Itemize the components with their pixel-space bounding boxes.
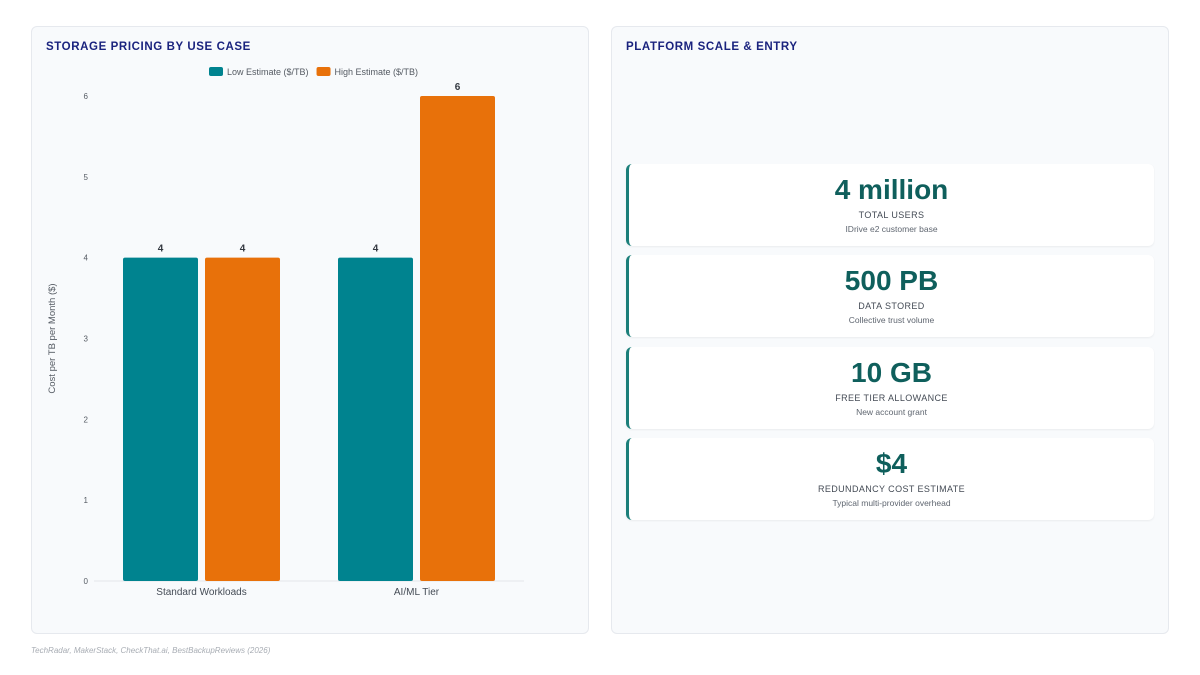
bar-chart: 0 1 2 3 4 5 6 Cost per TB per Month ($) 4 4 Standa… bbox=[47, 67, 524, 598]
stat-value: 10 GB bbox=[851, 357, 932, 388]
stat-subtext: New account grant bbox=[856, 407, 927, 417]
bar-data-label: 6 bbox=[455, 82, 461, 93]
y-tick-label: 2 bbox=[84, 415, 89, 424]
stat-label: DATA STORED bbox=[858, 301, 925, 311]
y-tick-label: 3 bbox=[84, 335, 89, 344]
stat-value: $4 bbox=[875, 448, 908, 479]
y-tick-label: 1 bbox=[84, 496, 89, 505]
bar-data-label: 4 bbox=[240, 244, 246, 255]
bar bbox=[338, 257, 413, 581]
stat-card-free-tier: 10 GB FREE TIER ALLOWANCE New account gr… bbox=[626, 347, 1154, 429]
stats-title: PLATFORM SCALE & ENTRY bbox=[626, 41, 798, 53]
stat-label: REDUNDANCY COST ESTIMATE bbox=[817, 484, 966, 494]
x-tick-label: AI/ML Tier bbox=[394, 587, 440, 598]
legend-swatch bbox=[209, 67, 223, 76]
stat-card-data-stored: 500 PB DATA STORED Collective trust volu… bbox=[626, 255, 1154, 337]
bar bbox=[123, 257, 198, 581]
chart-title: STORAGE PRICING BY USE CASE bbox=[46, 41, 251, 53]
legend-label: High Estimate ($/TB) bbox=[335, 67, 419, 77]
bar-data-label: 4 bbox=[373, 244, 379, 255]
y-tick-label: 6 bbox=[84, 92, 89, 101]
y-tick-label: 5 bbox=[84, 173, 89, 182]
legend-swatch bbox=[316, 67, 331, 76]
y-tick-label: 0 bbox=[84, 577, 89, 586]
stat-label: TOTAL USERS bbox=[858, 210, 925, 220]
x-tick-label: Standard Workloads bbox=[156, 587, 246, 598]
chart-card: STORAGE PRICING BY USE CASE 0 1 2 3 4 5 6 Cost … bbox=[31, 26, 589, 634]
stat-subtext: IDrive e2 customer base bbox=[845, 224, 938, 234]
stat-value: 4 million bbox=[834, 174, 949, 205]
bar bbox=[205, 257, 280, 581]
bar-data-label: 4 bbox=[158, 244, 164, 255]
stat-subtext: Typical multi-provider overhead bbox=[832, 498, 951, 508]
stat-card-redundancy-cost: $4 REDUNDANCY COST ESTIMATE Typical mult… bbox=[626, 438, 1154, 520]
legend-label: Low Estimate ($/TB) bbox=[227, 67, 309, 77]
stats-card: PLATFORM SCALE & ENTRY 4 million TOTAL U… bbox=[611, 26, 1169, 634]
stat-subtext: Collective trust volume bbox=[848, 315, 935, 325]
y-tick-label: 4 bbox=[84, 254, 89, 263]
source-note: TechRadar, MakerStack, CheckThat.ai, Bes… bbox=[31, 646, 271, 655]
stat-label: FREE TIER ALLOWANCE bbox=[835, 393, 948, 403]
stat-card-total-users: 4 million TOTAL USERS IDrive e2 customer… bbox=[626, 164, 1154, 246]
bar bbox=[420, 96, 495, 581]
y-axis-title: Cost per TB per Month ($) bbox=[47, 283, 58, 393]
stat-value: 500 PB bbox=[844, 265, 939, 296]
